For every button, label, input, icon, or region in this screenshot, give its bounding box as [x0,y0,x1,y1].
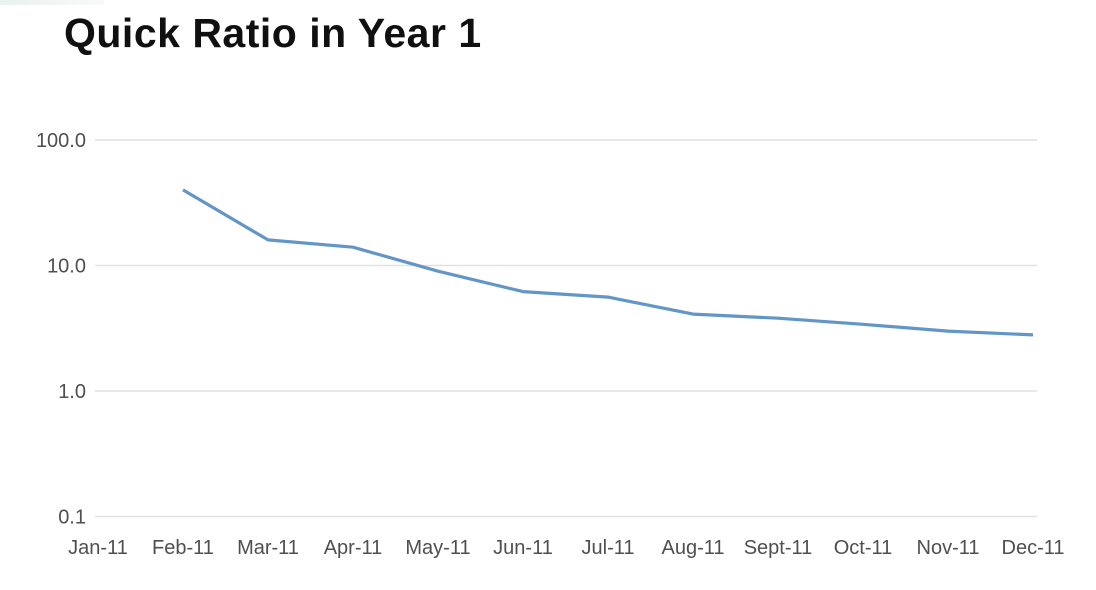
y-tick-label: 100.0 [36,130,86,152]
x-tick-label: Feb-11 [152,537,214,559]
x-tick-label: Jul-11 [582,537,635,559]
x-tick-label: Nov-11 [917,537,980,559]
screen-edge-artifact [0,0,104,5]
y-tick-label: 0.1 [58,507,86,529]
x-tick-label: Jan-11 [68,537,128,559]
x-tick-label: Jun-11 [493,537,553,559]
y-tick-label: 10.0 [47,256,86,278]
x-tick-label: Mar-11 [237,537,299,559]
y-tick-label: 1.0 [58,381,86,403]
x-tick-label: Oct-11 [834,537,893,559]
x-tick-label: Apr-11 [324,537,383,559]
chart-title: Quick Ratio in Year 1 [64,10,482,56]
x-tick-label: Sept-11 [744,537,813,559]
quick-ratio-series-line [182,188,1034,337]
x-tick-label: Dec-11 [1002,537,1065,559]
x-tick-label: Aug-11 [661,537,724,559]
x-tick-label: May-11 [405,537,470,559]
